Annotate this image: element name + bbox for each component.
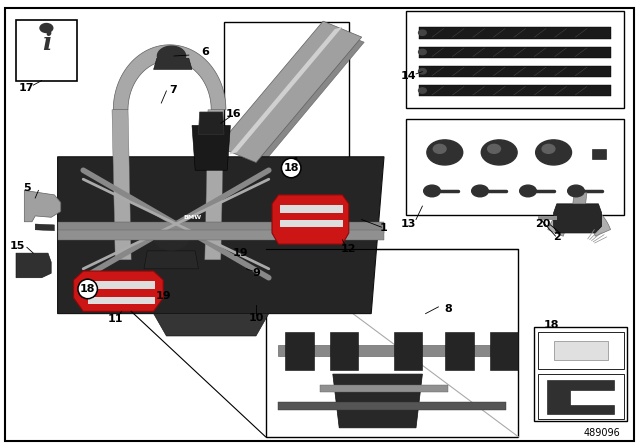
Circle shape	[427, 140, 463, 165]
Bar	[278, 402, 506, 410]
Text: 13: 13	[401, 219, 416, 229]
Text: 1: 1	[380, 224, 388, 233]
Polygon shape	[144, 251, 198, 269]
Polygon shape	[205, 110, 224, 260]
Bar	[534, 327, 627, 421]
Text: 489096: 489096	[584, 428, 621, 438]
Polygon shape	[218, 21, 362, 163]
Bar	[266, 249, 518, 437]
Circle shape	[488, 144, 500, 153]
Text: 12: 12	[341, 244, 356, 254]
Circle shape	[472, 185, 488, 197]
Bar	[88, 281, 155, 289]
Bar	[538, 374, 624, 419]
Circle shape	[536, 140, 572, 165]
Bar	[419, 47, 611, 58]
Text: 19: 19	[156, 291, 171, 301]
Polygon shape	[16, 253, 51, 278]
Polygon shape	[548, 204, 611, 236]
Circle shape	[419, 69, 426, 74]
Polygon shape	[113, 45, 226, 110]
Text: 18: 18	[284, 163, 299, 173]
Bar	[406, 11, 624, 108]
Text: 7: 7	[169, 85, 177, 95]
Bar	[419, 66, 611, 77]
Circle shape	[520, 185, 536, 197]
Text: BMW: BMW	[183, 215, 201, 220]
Text: 20: 20	[535, 219, 550, 229]
Circle shape	[424, 185, 440, 197]
Circle shape	[154, 225, 189, 250]
Bar	[224, 22, 349, 166]
Bar	[538, 332, 624, 369]
Text: 5: 5	[23, 183, 31, 193]
Text: i: i	[42, 31, 51, 55]
Text: 10: 10	[248, 313, 264, 323]
Text: 2: 2	[553, 233, 561, 242]
Polygon shape	[192, 125, 230, 170]
Text: 11: 11	[108, 314, 123, 324]
Polygon shape	[272, 195, 349, 244]
Circle shape	[419, 49, 426, 55]
Text: 17: 17	[19, 83, 35, 93]
Text: 6: 6	[201, 47, 209, 56]
Bar	[538, 216, 557, 220]
Polygon shape	[24, 190, 61, 222]
Text: 16: 16	[226, 109, 241, 119]
Text: 14: 14	[401, 71, 416, 81]
Circle shape	[157, 46, 186, 66]
Polygon shape	[58, 157, 384, 314]
Text: 19: 19	[232, 248, 248, 258]
Circle shape	[568, 185, 584, 197]
Text: 8: 8	[444, 304, 452, 314]
Bar	[394, 332, 422, 370]
Circle shape	[40, 24, 53, 33]
Polygon shape	[154, 314, 269, 336]
Bar	[16, 20, 77, 81]
Polygon shape	[547, 380, 614, 414]
Polygon shape	[35, 224, 54, 231]
Bar	[58, 230, 384, 240]
Polygon shape	[234, 30, 364, 161]
Circle shape	[419, 30, 426, 35]
Text: 18: 18	[544, 320, 559, 330]
Bar	[490, 332, 518, 370]
Circle shape	[542, 144, 555, 153]
Bar	[320, 385, 448, 392]
Polygon shape	[198, 112, 224, 134]
Circle shape	[481, 140, 517, 165]
Polygon shape	[573, 193, 587, 204]
Text: 4: 4	[291, 157, 298, 167]
Bar	[285, 332, 314, 370]
Polygon shape	[58, 222, 384, 233]
Bar	[278, 345, 506, 356]
Circle shape	[419, 88, 426, 93]
Bar	[554, 341, 608, 360]
Circle shape	[433, 144, 446, 153]
Bar	[280, 205, 343, 213]
Bar	[419, 85, 611, 96]
Polygon shape	[112, 110, 131, 260]
Bar	[88, 297, 155, 304]
Text: 15: 15	[10, 241, 25, 251]
Text: 18: 18	[80, 284, 95, 294]
Bar	[330, 332, 358, 370]
Bar	[419, 27, 611, 39]
Bar	[445, 332, 474, 370]
Polygon shape	[333, 374, 422, 428]
Polygon shape	[554, 204, 602, 233]
Text: 9: 9	[252, 268, 260, 278]
Bar	[592, 149, 606, 159]
Polygon shape	[154, 58, 192, 69]
Polygon shape	[229, 27, 342, 155]
Bar	[280, 220, 343, 227]
Bar	[406, 119, 624, 215]
Polygon shape	[74, 271, 163, 311]
